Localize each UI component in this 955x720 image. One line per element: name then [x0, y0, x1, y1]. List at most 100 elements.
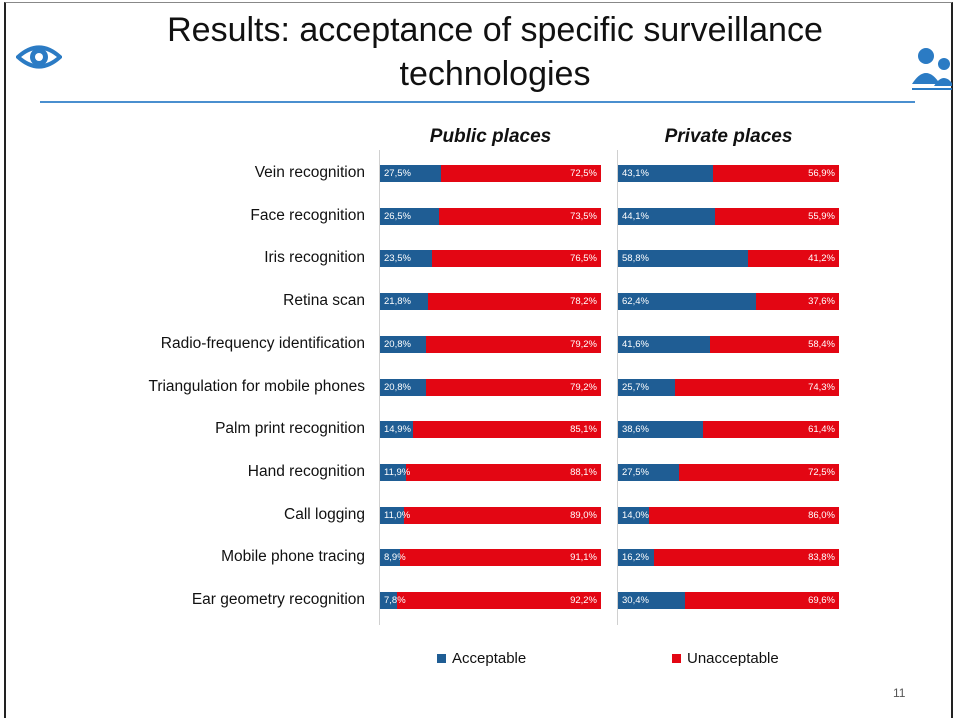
bar-unacceptable	[425, 335, 601, 353]
category-label: Iris recognition	[264, 249, 365, 267]
data-label-acceptable: 11,0%	[384, 509, 411, 521]
bar-acceptable	[380, 592, 398, 609]
category-label: Ear geometry recognition	[191, 591, 365, 608]
data-label-acceptable: 44,1%	[622, 210, 649, 222]
data-label-unacceptable: 74,3%	[808, 381, 835, 393]
bar-unacceptable	[406, 463, 601, 481]
bar-unacceptable	[431, 250, 601, 268]
bar-unacceptable	[397, 592, 601, 609]
category-label: Call logging	[284, 505, 365, 523]
data-label-unacceptable: 61,4%	[808, 424, 835, 436]
data-label-acceptable: 8,9%	[384, 552, 406, 564]
bar-acceptable	[380, 463, 407, 481]
data-label-acceptable: 20,8%	[384, 338, 411, 350]
bar-acceptable	[618, 207, 716, 225]
axis-line-panel-2	[617, 150, 618, 625]
data-label-unacceptable: 69,6%	[808, 595, 835, 606]
category-label: Face recognition	[250, 206, 365, 224]
data-label-unacceptable: 79,2%	[570, 381, 597, 393]
data-label-acceptable: 26,5%	[384, 210, 411, 222]
data-label-unacceptable: 91,1%	[570, 552, 597, 564]
data-label-acceptable: 25,7%	[622, 381, 649, 393]
data-label-unacceptable: 89,0%	[570, 509, 597, 521]
data-label-unacceptable: 55,9%	[808, 210, 835, 222]
legend-swatch-acceptable	[437, 653, 446, 663]
bar-unacceptable	[674, 378, 839, 396]
category-label: Vein recognition	[254, 164, 365, 181]
panel-title-1: Public places	[429, 126, 552, 147]
bar-acceptable	[618, 293, 756, 311]
data-label-unacceptable: 37,6%	[808, 296, 835, 308]
bar-unacceptable	[412, 421, 601, 439]
people-icon	[912, 48, 952, 90]
data-label-acceptable: 38,6%	[622, 424, 649, 436]
category-label: Retina scan	[283, 292, 365, 310]
bar-unacceptable	[440, 165, 601, 182]
bar-acceptable	[618, 335, 710, 353]
data-label-acceptable: 58,8%	[622, 253, 649, 265]
bar-acceptable	[618, 250, 748, 268]
bar-acceptable	[618, 592, 686, 609]
bar-unacceptable	[425, 378, 601, 396]
bar-acceptable	[618, 421, 704, 439]
data-label-unacceptable: 92,2%	[570, 595, 597, 606]
data-label-unacceptable: 88,1%	[570, 466, 597, 478]
bar-unacceptable	[715, 207, 839, 225]
slide-frame	[4, 2, 953, 718]
category-label: Triangulation for mobile phones	[148, 377, 365, 395]
bar-acceptable	[380, 549, 400, 567]
title-divider	[40, 101, 915, 103]
legend-label: Acceptable	[452, 650, 527, 667]
axis-line-panel-1	[379, 150, 380, 625]
data-label-acceptable: 11,9%	[384, 466, 411, 478]
data-label-unacceptable: 79,2%	[570, 338, 597, 350]
data-label-acceptable: 7,8%	[384, 595, 406, 606]
bar-acceptable	[380, 335, 426, 353]
data-label-unacceptable: 56,9%	[808, 168, 835, 179]
data-label-acceptable: 14,0%	[622, 509, 649, 521]
bar-acceptable	[380, 378, 426, 396]
legend-swatch-unacceptable	[672, 653, 681, 663]
bar-unacceptable	[685, 592, 839, 609]
data-label-acceptable: 30,4%	[622, 595, 649, 606]
bar-acceptable	[618, 378, 675, 396]
bar-acceptable	[380, 207, 439, 225]
data-label-unacceptable: 72,5%	[570, 168, 597, 179]
data-label-unacceptable: 41,2%	[808, 253, 835, 265]
bar-acceptable	[618, 463, 679, 481]
data-label-unacceptable: 76,5%	[570, 253, 597, 265]
page-number: 11	[893, 686, 906, 700]
data-label-unacceptable: 83,8%	[808, 552, 835, 564]
bar-acceptable	[618, 549, 654, 567]
legend-label: Unacceptable	[687, 650, 779, 667]
bar-acceptable	[380, 421, 413, 439]
data-label-acceptable: 20,8%	[384, 381, 411, 393]
bar-unacceptable	[653, 549, 839, 567]
data-label-acceptable: 62,4%	[622, 296, 649, 308]
bar-acceptable	[380, 506, 405, 524]
bar-unacceptable	[428, 293, 601, 311]
data-label-acceptable: 41,6%	[622, 338, 649, 350]
data-label-unacceptable: 58,4%	[808, 338, 835, 350]
bar-unacceptable	[703, 421, 839, 439]
legend-item-acceptable: Acceptable	[437, 650, 526, 667]
data-label-acceptable: 21,8%	[384, 296, 411, 308]
legend-item-unacceptable: Unacceptable	[672, 650, 779, 667]
data-label-acceptable: 27,5%	[384, 168, 411, 179]
bar-unacceptable	[747, 250, 839, 268]
data-label-acceptable: 27,5%	[622, 466, 649, 478]
eye-icon	[16, 45, 62, 69]
bar-acceptable	[380, 165, 441, 182]
data-label-acceptable: 43,1%	[622, 168, 649, 179]
bar-acceptable	[618, 506, 649, 524]
category-label: Palm print recognition	[215, 420, 365, 438]
category-label: Radio-frequency identification	[160, 334, 365, 352]
data-label-unacceptable: 78,2%	[570, 296, 597, 308]
bar-unacceptable	[404, 506, 601, 524]
data-label-unacceptable: 72,5%	[808, 466, 835, 478]
data-label-acceptable: 16,2%	[622, 552, 649, 564]
bar-acceptable	[380, 250, 432, 268]
panel-title-2: Private places	[664, 126, 793, 147]
data-label-unacceptable: 85,1%	[570, 424, 597, 436]
bar-unacceptable	[648, 506, 839, 524]
